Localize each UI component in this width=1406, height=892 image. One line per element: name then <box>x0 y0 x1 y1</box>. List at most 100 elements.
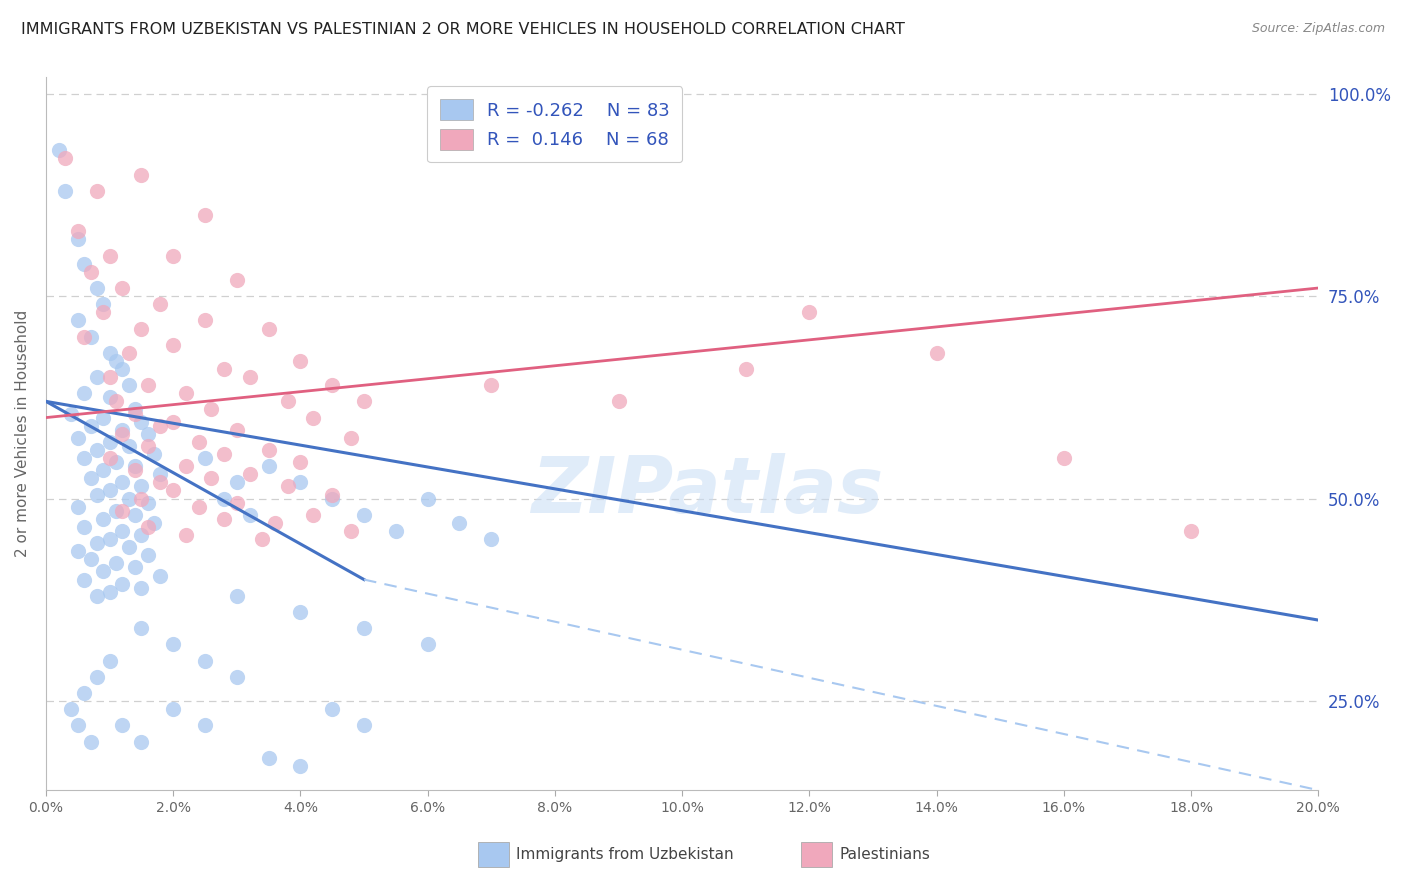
Point <box>257 442 280 457</box>
Point <box>111 718 134 732</box>
Point <box>149 475 172 490</box>
Point <box>79 329 101 343</box>
Point <box>194 208 217 222</box>
Point <box>277 479 299 493</box>
Point <box>86 184 108 198</box>
Point <box>162 337 184 351</box>
Point <box>98 390 121 404</box>
Point <box>200 402 222 417</box>
Point <box>73 451 96 466</box>
Point <box>131 621 153 635</box>
Point <box>111 423 134 437</box>
Point <box>174 386 197 401</box>
Point <box>385 524 408 538</box>
Point <box>79 471 101 485</box>
Point <box>111 426 134 441</box>
Y-axis label: 2 or more Vehicles in Household: 2 or more Vehicles in Household <box>15 310 30 558</box>
Point <box>149 418 172 433</box>
Point <box>98 532 121 546</box>
Point <box>607 394 630 409</box>
Point <box>111 504 134 518</box>
Point <box>73 386 96 401</box>
Point <box>252 532 274 546</box>
Point <box>416 491 439 506</box>
Point <box>264 516 287 530</box>
Point <box>124 463 146 477</box>
Point <box>104 504 127 518</box>
Point <box>479 378 502 392</box>
Point <box>136 520 159 534</box>
Point <box>66 313 89 327</box>
Point <box>416 637 439 651</box>
Point <box>187 500 209 514</box>
Point <box>91 565 114 579</box>
Point <box>91 512 114 526</box>
Point <box>238 508 260 522</box>
Point <box>290 605 312 619</box>
Point <box>86 370 108 384</box>
Text: IMMIGRANTS FROM UZBEKISTAN VS PALESTINIAN 2 OR MORE VEHICLES IN HOUSEHOLD CORREL: IMMIGRANTS FROM UZBEKISTAN VS PALESTINIA… <box>21 22 905 37</box>
Point <box>353 508 375 522</box>
Point <box>73 257 96 271</box>
Point <box>340 431 363 445</box>
Point <box>66 544 89 558</box>
Point <box>53 152 76 166</box>
Text: Palestinians: Palestinians <box>839 847 931 862</box>
Point <box>290 475 312 490</box>
Point <box>212 491 235 506</box>
Point <box>162 249 184 263</box>
Point <box>734 362 756 376</box>
Point <box>277 394 299 409</box>
Point <box>98 654 121 668</box>
Point <box>91 305 114 319</box>
Point <box>136 378 159 392</box>
Point <box>86 670 108 684</box>
Point <box>143 516 166 530</box>
Point <box>162 483 184 498</box>
Point <box>131 321 153 335</box>
Point <box>449 516 471 530</box>
Point <box>124 459 146 474</box>
Point <box>131 491 153 506</box>
Point <box>111 576 134 591</box>
Point <box>118 540 141 554</box>
Point <box>124 407 146 421</box>
Point <box>131 581 153 595</box>
Point <box>257 321 280 335</box>
Point <box>353 394 375 409</box>
Point <box>66 718 89 732</box>
Point <box>149 467 172 482</box>
Point <box>86 281 108 295</box>
Point <box>86 487 108 501</box>
Point <box>86 442 108 457</box>
Point <box>98 434 121 449</box>
Point <box>799 305 821 319</box>
Point <box>136 426 159 441</box>
Point <box>124 508 146 522</box>
Point <box>66 431 89 445</box>
Text: ZIPatlas: ZIPatlas <box>531 453 884 529</box>
Point <box>290 759 312 773</box>
Point <box>290 455 312 469</box>
Point <box>66 500 89 514</box>
Point <box>91 410 114 425</box>
Point <box>98 249 121 263</box>
Point <box>91 297 114 311</box>
Point <box>194 718 217 732</box>
Point <box>143 447 166 461</box>
Point <box>124 402 146 417</box>
Point <box>321 487 343 501</box>
Point <box>98 346 121 360</box>
Point <box>321 378 343 392</box>
Point <box>60 407 83 421</box>
Point <box>136 439 159 453</box>
Point <box>73 686 96 700</box>
Point <box>925 346 948 360</box>
Point <box>48 144 70 158</box>
Point <box>225 423 247 437</box>
Point <box>340 524 363 538</box>
Point <box>194 451 217 466</box>
Point <box>98 451 121 466</box>
Point <box>225 495 247 509</box>
Point <box>257 459 280 474</box>
